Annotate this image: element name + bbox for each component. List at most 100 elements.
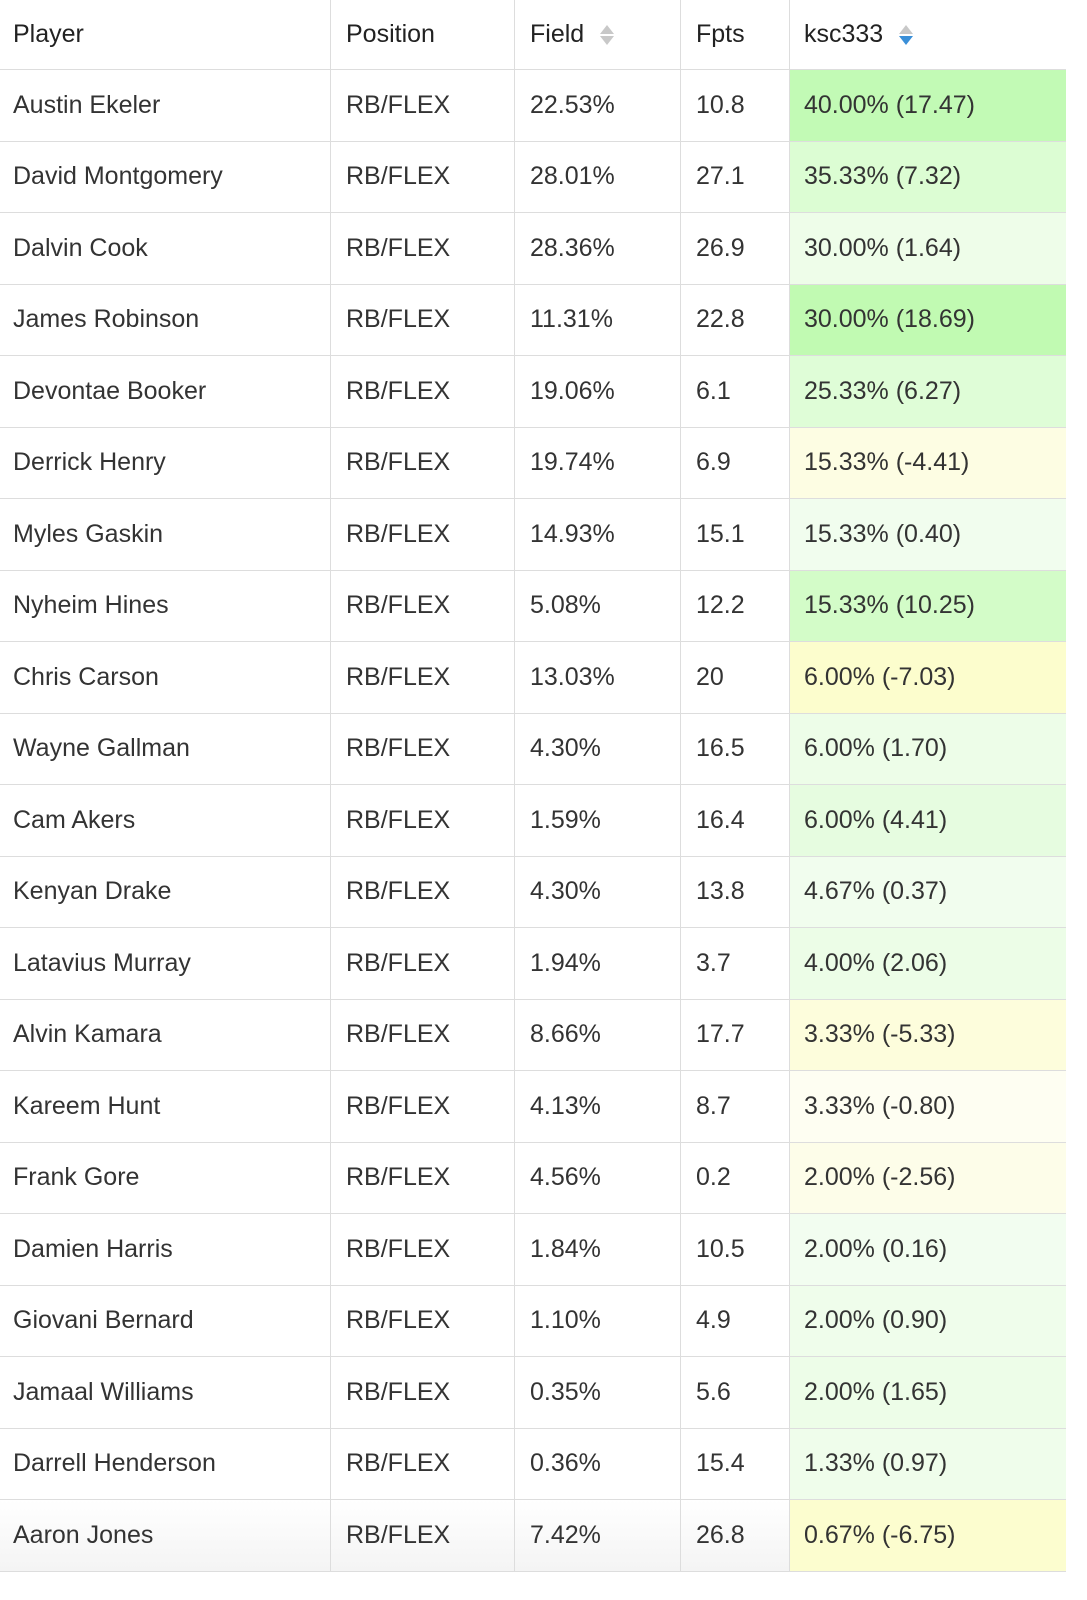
ownership-cell: 2.00% (-2.56) bbox=[790, 1142, 1066, 1213]
ownership-cell: 3.33% (-0.80) bbox=[790, 1071, 1066, 1142]
fpts-cell: 17.7 bbox=[681, 999, 790, 1070]
position-cell: RB/FLEX bbox=[331, 213, 515, 284]
ownership-cell: 6.00% (4.41) bbox=[790, 785, 1066, 856]
table-row: Myles Gaskin RB/FLEX 14.93% 15.1 15.33% (0.4… bbox=[0, 499, 1066, 571]
position-cell: RB/FLEX bbox=[331, 356, 515, 427]
table-row: Nyheim Hines RB/FLEX 5.08% 12.2 15.33% (10.2… bbox=[0, 570, 1066, 642]
column-header-position[interactable]: Position bbox=[331, 0, 515, 69]
player-cell: Kenyan Drake bbox=[0, 856, 331, 927]
player-cell: Nyheim Hines bbox=[0, 570, 331, 641]
ownership-cell: 35.33% (7.32) bbox=[790, 141, 1066, 212]
field-cell: 19.74% bbox=[515, 427, 681, 498]
ownership-cell: 30.00% (18.69) bbox=[790, 284, 1066, 355]
table-row: Darrell Henderson RB/FLEX 0.36% 15.4 1.33% (… bbox=[0, 1428, 1066, 1500]
ownership-cell: 4.00% (2.06) bbox=[790, 928, 1066, 999]
field-cell: 28.36% bbox=[515, 213, 681, 284]
player-cell: Alvin Kamara bbox=[0, 999, 331, 1070]
column-header-field[interactable]: Field bbox=[515, 0, 681, 69]
field-cell: 14.93% bbox=[515, 499, 681, 570]
ownership-cell: 25.33% (6.27) bbox=[790, 356, 1066, 427]
player-cell: Austin Ekeler bbox=[0, 70, 331, 141]
table-row: Kenyan Drake RB/FLEX 4.30% 13.8 4.67% (0.37) bbox=[0, 856, 1066, 928]
ownership-cell: 2.00% (1.65) bbox=[790, 1357, 1066, 1428]
table-row: Chris Carson RB/FLEX 13.03% 20 6.00% (-7.03) bbox=[0, 642, 1066, 714]
column-header-fpts[interactable]: Fpts bbox=[681, 0, 790, 69]
player-cell: Dalvin Cook bbox=[0, 213, 331, 284]
column-header-label: Field bbox=[530, 20, 585, 48]
fpts-cell: 6.9 bbox=[681, 427, 790, 498]
position-cell: RB/FLEX bbox=[331, 70, 515, 141]
ownership-cell: 1.33% (0.97) bbox=[790, 1428, 1066, 1499]
fpts-cell: 5.6 bbox=[681, 1357, 790, 1428]
field-cell: 11.31% bbox=[515, 284, 681, 355]
position-cell: RB/FLEX bbox=[331, 1285, 515, 1356]
field-cell: 7.42% bbox=[515, 1500, 681, 1571]
player-cell: Wayne Gallman bbox=[0, 713, 331, 784]
player-cell: Aaron Jones bbox=[0, 1500, 331, 1571]
player-cell: Frank Gore bbox=[0, 1142, 331, 1213]
position-cell: RB/FLEX bbox=[331, 1214, 515, 1285]
position-cell: RB/FLEX bbox=[331, 499, 515, 570]
ownership-cell: 2.00% (0.16) bbox=[790, 1214, 1066, 1285]
ownership-cell: 30.00% (1.64) bbox=[790, 213, 1066, 284]
fpts-cell: 13.8 bbox=[681, 856, 790, 927]
position-cell: RB/FLEX bbox=[331, 928, 515, 999]
player-cell: Damien Harris bbox=[0, 1214, 331, 1285]
player-cell: Latavius Murray bbox=[0, 928, 331, 999]
position-cell: RB/FLEX bbox=[331, 427, 515, 498]
player-cell: Devontae Booker bbox=[0, 356, 331, 427]
ownership-cell: 4.67% (0.37) bbox=[790, 856, 1066, 927]
position-cell: RB/FLEX bbox=[331, 713, 515, 784]
position-cell: RB/FLEX bbox=[331, 284, 515, 355]
position-cell: RB/FLEX bbox=[331, 642, 515, 713]
fpts-cell: 15.1 bbox=[681, 499, 790, 570]
table-row: Devontae Booker RB/FLEX 19.06% 6.1 25.33% (6… bbox=[0, 356, 1066, 428]
player-cell: Myles Gaskin bbox=[0, 499, 331, 570]
fpts-cell: 0.2 bbox=[681, 1142, 790, 1213]
player-cell: Jamaal Williams bbox=[0, 1357, 331, 1428]
fpts-cell: 27.1 bbox=[681, 141, 790, 212]
player-cell: James Robinson bbox=[0, 284, 331, 355]
table-row: James Robinson RB/FLEX 11.31% 22.8 30.00% (1… bbox=[0, 284, 1066, 356]
position-cell: RB/FLEX bbox=[331, 1428, 515, 1499]
player-cell: Cam Akers bbox=[0, 785, 331, 856]
position-cell: RB/FLEX bbox=[331, 999, 515, 1070]
sort-desc-icon[interactable] bbox=[899, 23, 914, 47]
field-cell: 5.08% bbox=[515, 570, 681, 641]
player-cell: Derrick Henry bbox=[0, 427, 331, 498]
fpts-cell: 15.4 bbox=[681, 1428, 790, 1499]
fpts-cell: 26.9 bbox=[681, 213, 790, 284]
sort-both-icon[interactable] bbox=[600, 23, 615, 47]
field-cell: 4.13% bbox=[515, 1071, 681, 1142]
position-cell: RB/FLEX bbox=[331, 856, 515, 927]
table-row: Alvin Kamara RB/FLEX 8.66% 17.7 3.33% (-5.33… bbox=[0, 999, 1066, 1071]
table-row: Dalvin Cook RB/FLEX 28.36% 26.9 30.00% (1.64… bbox=[0, 213, 1066, 285]
column-header-ksc333[interactable]: ksc333 bbox=[790, 0, 1066, 69]
column-header-label: Fpts bbox=[696, 20, 745, 48]
table-row: Kareem Hunt RB/FLEX 4.13% 8.7 3.33% (-0.80) bbox=[0, 1071, 1066, 1143]
field-cell: 1.10% bbox=[515, 1285, 681, 1356]
field-cell: 1.59% bbox=[515, 785, 681, 856]
table-row: Aaron Jones RB/FLEX 7.42% 26.8 0.67% (-6.75) bbox=[0, 1500, 1066, 1572]
table-row: Giovani Bernard RB/FLEX 1.10% 4.9 2.00% (0.9… bbox=[0, 1285, 1066, 1357]
position-cell: RB/FLEX bbox=[331, 570, 515, 641]
fpts-cell: 8.7 bbox=[681, 1071, 790, 1142]
column-header-player[interactable]: Player bbox=[0, 0, 331, 69]
position-cell: RB/FLEX bbox=[331, 1142, 515, 1213]
field-cell: 19.06% bbox=[515, 356, 681, 427]
field-cell: 1.84% bbox=[515, 1214, 681, 1285]
fpts-cell: 10.8 bbox=[681, 70, 790, 141]
column-header-label: Player bbox=[13, 20, 84, 48]
field-cell: 1.94% bbox=[515, 928, 681, 999]
fpts-cell: 20 bbox=[681, 642, 790, 713]
table-row: Latavius Murray RB/FLEX 1.94% 3.7 4.00% (2.0… bbox=[0, 928, 1066, 1000]
field-cell: 4.30% bbox=[515, 856, 681, 927]
field-cell: 4.30% bbox=[515, 713, 681, 784]
player-cell: David Montgomery bbox=[0, 141, 331, 212]
column-header-label: ksc333 bbox=[804, 20, 884, 48]
field-cell: 22.53% bbox=[515, 70, 681, 141]
ownership-cell: 40.00% (17.47) bbox=[790, 70, 1066, 141]
table-row: Wayne Gallman RB/FLEX 4.30% 16.5 6.00% (1.70… bbox=[0, 713, 1066, 785]
fpts-cell: 16.4 bbox=[681, 785, 790, 856]
field-cell: 4.56% bbox=[515, 1142, 681, 1213]
